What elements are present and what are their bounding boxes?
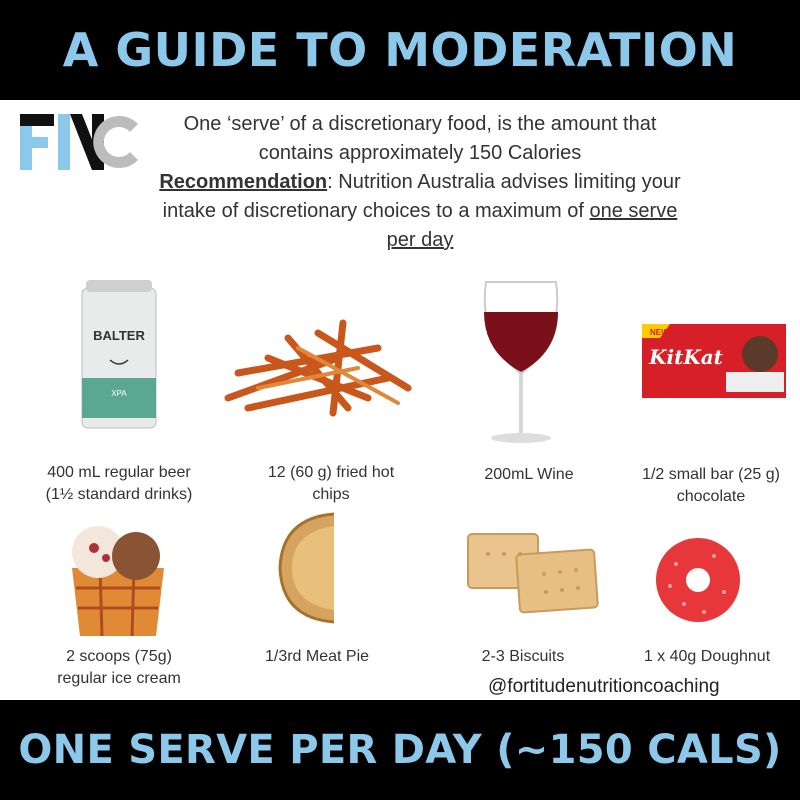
intro-text: One ‘serve’ of a discretionary food, is … (150, 110, 690, 255)
wine-glass-icon (483, 281, 559, 443)
caption-chocolate: 1/2 small bar (25 g) chocolate (642, 466, 780, 505)
caption-wine: 200mL Wine (484, 466, 574, 483)
beer-can-icon: BALTER XPA (81, 280, 157, 429)
doughnut-icon (656, 538, 740, 622)
meat-pie-icon (278, 512, 334, 624)
caption-chips: 12 (60 g) fried hot chips (267, 464, 395, 503)
caption-beer: 400 mL regular beer (1½ standard drinks) (45, 464, 193, 503)
intro-line: One ‘serve’ of a discretionary food, is … (183, 113, 657, 164)
recommendation-text: : Nutrition Australia advises limiting y… (162, 171, 681, 222)
bar-badge: NEW (650, 328, 669, 337)
bar-brand: KitKat (648, 345, 724, 369)
footer-title: ONE SERVE PER DAY (~150 CALS) (18, 727, 782, 773)
biscuits-icon (467, 533, 599, 614)
fried-chips-icon (224, 319, 412, 417)
caption-ice-cream: 2 scoops (75g) regular ice cream (57, 648, 181, 687)
page-title: A GUIDE TO MODERATION (62, 23, 738, 77)
header-banner: A GUIDE TO MODERATION (0, 0, 800, 100)
caption-biscuits: 2-3 Biscuits (481, 648, 565, 665)
recommendation-underline: one serve per day (386, 200, 678, 251)
recommendation-label: Recommendation (159, 171, 328, 193)
fnc-logo (20, 114, 138, 170)
chocolate-bar-icon: NEW KitKat (642, 324, 786, 398)
can-brand: BALTER (93, 328, 145, 343)
recommendation: Recommendation: Nutrition Australia advi… (150, 168, 690, 255)
can-type: XPA (111, 389, 127, 398)
ice-cream-icon (72, 526, 164, 637)
footer-banner: ONE SERVE PER DAY (~150 CALS) (0, 700, 800, 800)
caption-meat-pie: 1/3rd Meat Pie (264, 648, 370, 665)
caption-doughnut: 1 x 40g Doughnut (643, 648, 771, 665)
social-handle: @fortitudenutritioncoaching (488, 676, 720, 697)
